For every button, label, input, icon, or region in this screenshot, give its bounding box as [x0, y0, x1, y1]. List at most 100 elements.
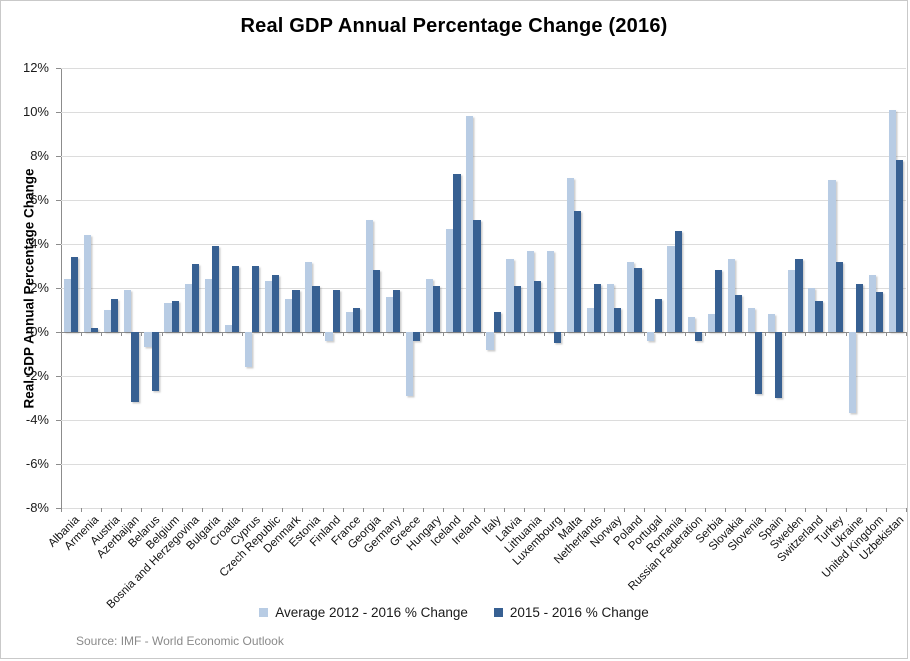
y-tick-label: 8%	[30, 148, 49, 163]
zero-line-tick	[906, 332, 907, 336]
bar-average	[104, 310, 112, 332]
zero-line-tick	[181, 332, 183, 336]
bar-2016	[654, 299, 662, 332]
bar-average	[707, 314, 715, 332]
zero-line-tick	[704, 332, 706, 336]
bar-2016	[352, 307, 360, 332]
gridline	[61, 68, 906, 69]
bar-average	[667, 246, 675, 332]
bottom-axis-tick	[543, 508, 545, 512]
zero-line-tick	[684, 332, 686, 336]
bar-average	[405, 332, 414, 396]
y-axis-tick	[56, 420, 61, 421]
zero-line-tick	[644, 332, 646, 336]
gridline	[61, 156, 906, 157]
bottom-axis-tick	[624, 508, 626, 512]
bar-average	[627, 261, 635, 332]
bottom-axis-tick	[724, 508, 726, 512]
legend-label-average: Average 2012 - 2016 % Change	[275, 605, 468, 620]
zero-line-tick	[523, 332, 525, 336]
bottom-axis-tick	[805, 508, 807, 512]
zero-line-tick	[242, 332, 244, 336]
bar-2016	[775, 332, 783, 398]
zero-line-tick	[382, 332, 384, 336]
bar-average	[788, 270, 796, 332]
bar-2016	[734, 294, 743, 332]
bottom-axis-tick	[463, 508, 465, 512]
bottom-axis-tick	[181, 508, 183, 512]
bottom-axis-tick	[825, 508, 827, 512]
bar-2016	[755, 332, 763, 394]
y-tick-label: 4%	[30, 236, 49, 251]
bar-average	[586, 307, 595, 332]
zero-line-tick	[584, 332, 586, 336]
bar-2016	[553, 332, 562, 343]
zero-line-tick	[845, 332, 847, 336]
zero-line-tick	[81, 332, 83, 336]
legend-item-2016: 2015 - 2016 % Change	[493, 605, 649, 620]
bottom-axis-tick	[382, 508, 384, 512]
y-tick-label: 10%	[22, 104, 49, 119]
legend-swatch-light	[259, 608, 269, 617]
bar-average	[768, 314, 776, 332]
y-axis-tick	[56, 112, 61, 113]
bar-average	[888, 109, 896, 332]
bar-2016	[453, 173, 461, 332]
bar-average	[325, 332, 333, 341]
bottom-axis-tick	[362, 508, 364, 512]
zero-line-tick	[503, 332, 505, 336]
bottom-axis-tick	[704, 508, 706, 512]
zero-line-tick	[161, 332, 163, 336]
zero-line-tick	[362, 332, 364, 336]
bar-average	[224, 325, 232, 332]
bar-average	[566, 178, 575, 332]
gridline	[61, 288, 906, 289]
bar-average	[486, 332, 494, 350]
bar-average	[63, 279, 72, 332]
bar-average	[285, 299, 293, 332]
bar-2016	[875, 292, 883, 332]
bar-2016	[533, 281, 541, 332]
legend-label-2016: 2015 - 2016 % Change	[509, 605, 649, 620]
bar-average	[144, 332, 152, 348]
gridline	[61, 112, 906, 113]
bottom-axis-tick	[141, 508, 143, 512]
bottom-axis-tick	[684, 508, 686, 512]
zero-line-tick	[342, 332, 344, 336]
y-tick-label: -2%	[25, 368, 49, 383]
bar-average	[546, 250, 554, 332]
zero-line-tick	[262, 332, 264, 336]
bar-average	[124, 290, 132, 332]
bar-average	[83, 235, 92, 332]
bar-2016	[191, 263, 199, 332]
bar-2016	[91, 327, 99, 332]
bar-2016	[111, 299, 119, 332]
zero-line-tick	[443, 332, 445, 336]
legend-swatch-dark	[493, 608, 503, 617]
bar-average	[426, 279, 434, 332]
bottom-axis-tick	[906, 508, 907, 512]
bar-average	[868, 274, 876, 332]
zero-line-tick	[61, 332, 62, 336]
bar-2016	[392, 290, 401, 332]
bar-2016	[372, 270, 381, 332]
bar-average	[828, 180, 836, 332]
bar-2016	[211, 246, 220, 332]
zero-line-tick	[322, 332, 324, 336]
y-axis-tick	[56, 464, 61, 465]
bar-2016	[332, 290, 340, 332]
bottom-axis-tick	[81, 508, 83, 512]
bar-average	[506, 259, 514, 332]
bar-2016	[272, 274, 280, 332]
y-tick-label: -8%	[25, 500, 49, 515]
zero-line-tick	[563, 332, 565, 336]
zero-line-tick	[101, 332, 103, 336]
bar-average	[647, 332, 655, 341]
bottom-axis-tick	[443, 508, 445, 512]
bar-average	[848, 332, 856, 414]
bar-2016	[855, 283, 863, 332]
y-axis-tick	[56, 156, 61, 157]
bar-2016	[674, 230, 682, 332]
y-tick-label: -6%	[25, 456, 49, 471]
bar-2016	[714, 270, 723, 332]
